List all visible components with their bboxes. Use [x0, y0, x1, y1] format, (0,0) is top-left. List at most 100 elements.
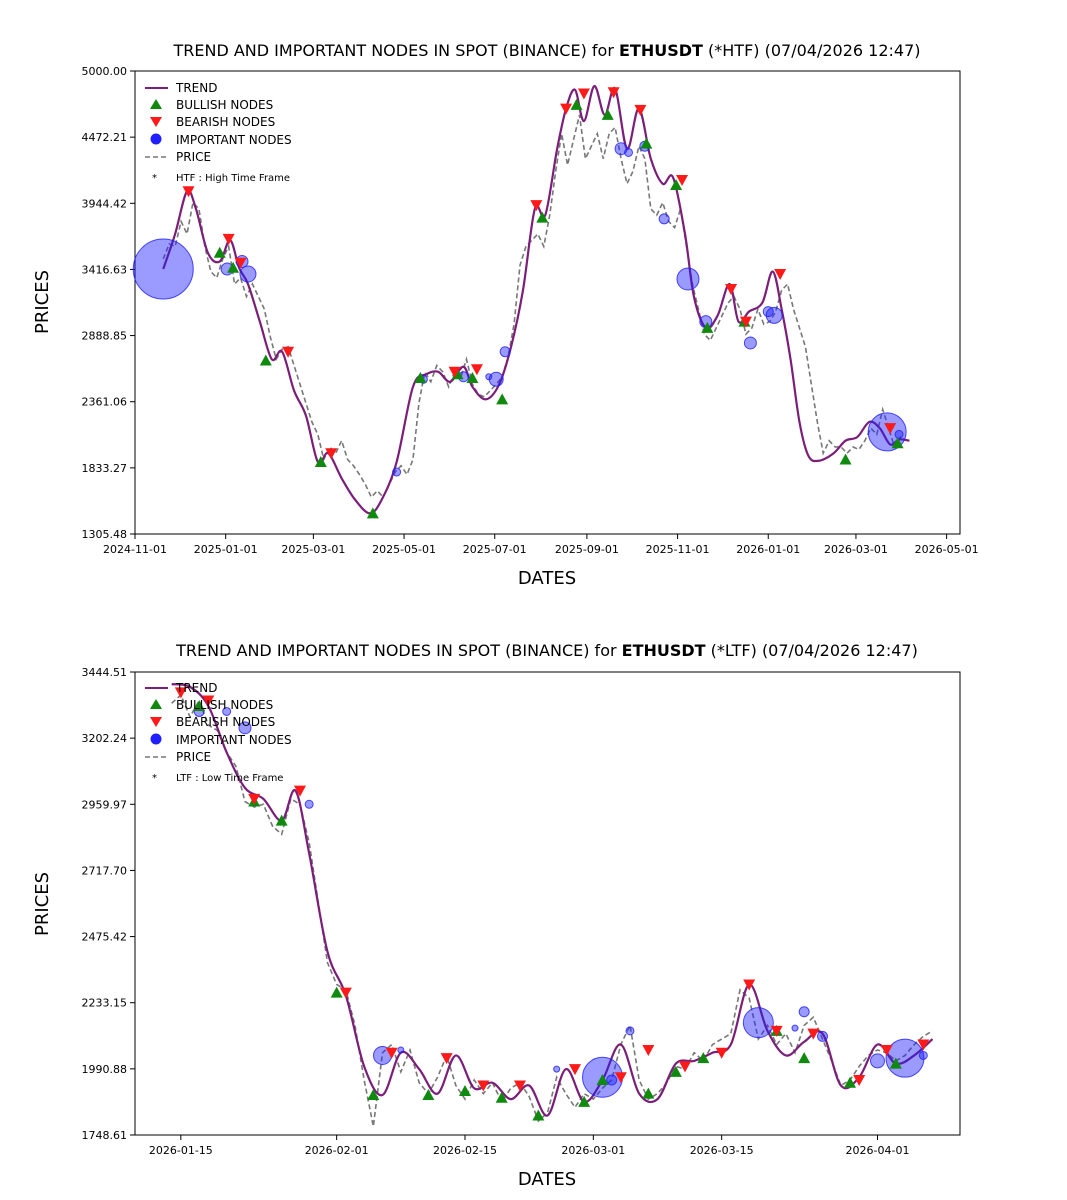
bullish-node — [213, 246, 226, 258]
bearish-node — [807, 1028, 820, 1040]
legend-bearish-icon — [150, 717, 162, 727]
bearish-node — [234, 257, 247, 269]
bullish-node — [330, 986, 343, 998]
legend-bullish-label: BULLISH NODES — [176, 98, 273, 112]
bullish-node — [259, 354, 272, 366]
ltf-bearish-layer — [174, 687, 930, 1092]
important-node — [791, 1024, 799, 1032]
x-tick-label: 2025-09-01 — [555, 543, 619, 556]
htf-legend: TREND BULLISH NODES BEARISH NODES IMPORT… — [145, 81, 292, 184]
important-node — [870, 1053, 885, 1069]
bearish-node — [248, 793, 261, 805]
bearish-node — [477, 1080, 490, 1092]
bearish-node — [294, 785, 306, 797]
important-node — [553, 1065, 561, 1073]
htf-trend-layer — [162, 84, 910, 515]
legend-bullish-label: BULLISH NODES — [176, 698, 273, 712]
y-tick-label: 3944.42 — [82, 197, 128, 210]
bearish-node — [182, 186, 195, 198]
x-tick-label: 2025-11-01 — [646, 543, 710, 556]
y-tick-label: 3416.63 — [82, 263, 128, 276]
ltf-bullish-layer — [193, 699, 902, 1121]
legend-note: LTF : Low Time Frame — [176, 773, 283, 784]
bullish-node — [466, 372, 479, 384]
important-node — [625, 1026, 635, 1036]
htf-x-axis-label: DATES — [518, 568, 576, 589]
htf-important-layer — [132, 140, 907, 477]
bullish-node — [314, 456, 327, 468]
bullish-node — [670, 179, 683, 191]
y-tick-label: 2361.06 — [82, 396, 128, 409]
bullish-node — [532, 1109, 545, 1121]
ltf-trend-layer — [171, 683, 934, 1117]
important-node — [743, 336, 757, 350]
bullish-node — [640, 137, 653, 149]
bearish-node — [339, 987, 352, 999]
bearish-node — [514, 1080, 526, 1092]
y-tick-label: 3444.51 — [82, 666, 128, 679]
htf-x-axis: 2024-11-01 2025-01-01 2025-03-01 2025-05-01… — [103, 534, 979, 556]
bearish-node — [202, 695, 215, 707]
important-node — [304, 799, 314, 809]
bearish-node — [530, 200, 543, 212]
bullish-node — [798, 1052, 811, 1064]
bullish-node — [366, 507, 379, 519]
bearish-node — [560, 103, 573, 115]
bullish-node — [496, 393, 509, 405]
htf-y-axis: 1305.48 1833.27 2361.06 2888.85 3416.63 3944.… — [82, 65, 135, 541]
important-node — [894, 429, 904, 439]
trend-line — [162, 84, 910, 515]
x-tick-label: 2025-03-01 — [281, 543, 345, 556]
important-node — [392, 467, 402, 477]
legend-important-icon — [150, 133, 162, 145]
y-tick-label: 1990.88 — [82, 1063, 128, 1076]
bullish-node — [422, 1089, 435, 1101]
important-node — [222, 706, 232, 716]
bearish-node — [917, 1039, 930, 1051]
important-node — [488, 371, 504, 387]
x-tick-label: 2026-03-15 — [690, 1144, 754, 1157]
ltf-price-layer — [171, 693, 933, 1127]
bearish-node — [614, 1072, 627, 1084]
bearish-node — [174, 687, 187, 699]
bearish-node — [739, 316, 752, 328]
important-node — [238, 721, 252, 735]
y-tick-label: 2475.42 — [82, 931, 128, 944]
legend-price-label: PRICE — [176, 150, 211, 164]
y-tick-label: 2959.97 — [82, 798, 128, 811]
y-tick-label: 4472.21 — [82, 131, 128, 144]
bearish-node — [642, 1044, 655, 1056]
bullish-node — [889, 1057, 902, 1069]
legend-bullish-icon — [150, 699, 162, 709]
htf-plot-area — [134, 70, 961, 535]
important-node — [798, 1006, 810, 1018]
legend-bearish-icon — [150, 117, 162, 127]
important-node — [397, 1046, 405, 1054]
important-node — [606, 1074, 618, 1086]
htf-chart: TREND AND IMPORTANT NODES IN SPOT (BINAN… — [32, 41, 979, 589]
bearish-node — [607, 87, 620, 99]
legend-important-icon — [150, 733, 162, 745]
ltf-chart: TREND AND IMPORTANT NODES IN SPOT (BINAN… — [32, 641, 961, 1190]
htf-y-axis-label: PRICES — [32, 270, 53, 334]
bearish-node — [679, 1061, 691, 1073]
y-tick-label: 1833.27 — [82, 462, 128, 475]
y-tick-label: 1305.48 — [82, 528, 128, 541]
bullish-node — [601, 108, 614, 120]
bearish-node — [725, 284, 738, 296]
important-node — [742, 1007, 774, 1039]
x-tick-label: 2025-07-01 — [463, 543, 527, 556]
ltf-chart-title: TREND AND IMPORTANT NODES IN SPOT (BINAN… — [175, 641, 918, 660]
important-node — [239, 265, 257, 283]
bearish-node — [770, 1025, 783, 1037]
legend-note: HTF : High Time Frame — [176, 173, 290, 184]
y-tick-label: 2717.70 — [82, 864, 128, 877]
legend-important-label: IMPORTANT NODES — [176, 133, 292, 147]
bearish-node — [715, 1047, 728, 1059]
important-node — [658, 213, 670, 225]
y-tick-label: 2233.15 — [82, 997, 128, 1010]
legend-trend-label: TREND — [175, 681, 217, 695]
x-tick-label: 2026-02-15 — [433, 1144, 497, 1157]
bearish-node — [880, 1044, 893, 1056]
